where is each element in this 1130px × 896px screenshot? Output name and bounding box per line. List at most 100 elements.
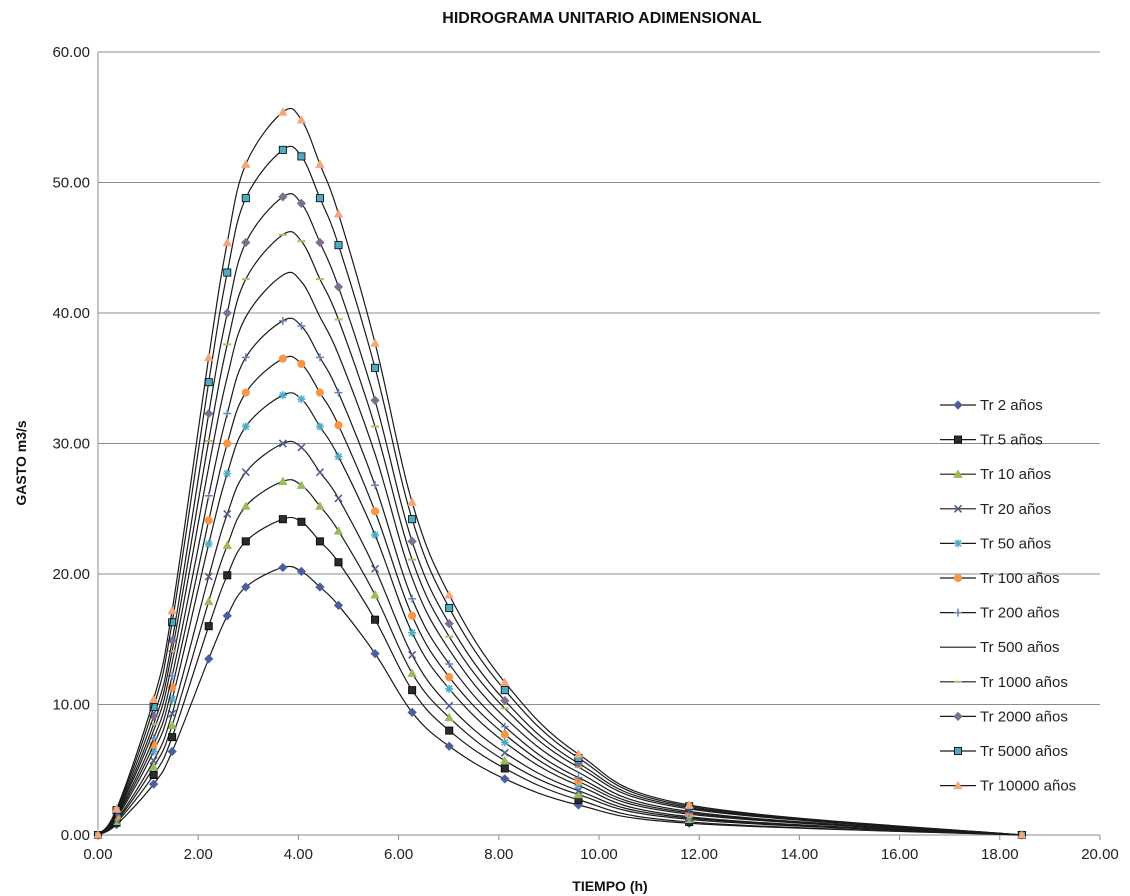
legend-label: Tr 5 años [980, 432, 1043, 449]
data-point [573, 789, 584, 799]
legend-item: Tr 500 años [940, 639, 1060, 656]
data-point [167, 746, 177, 757]
data-point [315, 353, 324, 362]
y-tick-label: 60.00 [52, 44, 90, 61]
data-point [222, 611, 232, 621]
data-point [444, 590, 454, 599]
x-tick-label: 12.00 [680, 846, 718, 863]
x-tick-label: 0.00 [83, 846, 112, 863]
legend-label: Tr 20 años [980, 501, 1051, 518]
data-point [500, 722, 509, 731]
data-point [500, 755, 510, 765]
data-point [149, 756, 158, 765]
data-point [297, 322, 306, 331]
legend-marker [954, 435, 963, 444]
legend: Tr 2 años Tr 5 años Tr 10 años Tr 20 años Tr… [940, 397, 1076, 795]
data-point [334, 494, 343, 503]
legend-marker [954, 747, 963, 756]
data-point [407, 707, 417, 717]
data-point [334, 388, 343, 397]
series-12 [93, 107, 1027, 839]
data-point [370, 648, 380, 659]
data-point [370, 338, 380, 347]
data-point [315, 582, 325, 592]
data-point [204, 539, 213, 548]
legend-label: Tr 5000 años [980, 743, 1068, 760]
y-tick-label: 40.00 [52, 305, 90, 322]
data-point [444, 618, 454, 629]
data-point [333, 526, 344, 535]
data-point [444, 712, 454, 722]
data-point [241, 237, 251, 248]
data-point [148, 779, 159, 789]
series-line [97, 479, 1022, 836]
data-point [241, 194, 250, 203]
data-point [407, 536, 417, 546]
legend-item: Tr 5 años [940, 432, 1043, 449]
data-point [278, 354, 287, 363]
legend-item: Tr 5000 años [940, 743, 1068, 760]
data-point [204, 622, 213, 631]
series-line [97, 516, 1022, 836]
data-point [223, 409, 232, 418]
data-point [334, 452, 343, 461]
data-point [370, 395, 380, 406]
x-tick-label: 4.00 [284, 846, 313, 863]
data-point [168, 618, 177, 627]
y-tick-label: 0.00 [61, 827, 90, 844]
data-point [222, 540, 232, 549]
data-point [315, 501, 325, 510]
legend-marker [953, 469, 963, 478]
x-tick-label: 14.00 [781, 846, 819, 863]
x-tick-label: 8.00 [484, 846, 513, 863]
data-point [204, 596, 214, 606]
data-point [408, 686, 417, 695]
legend-item: Tr 50 años [940, 535, 1051, 552]
data-point [500, 738, 509, 747]
data-point [315, 422, 324, 431]
data-point [445, 726, 454, 735]
legend-item: Tr 10000 años [940, 778, 1076, 795]
legend-marker [954, 539, 962, 548]
data-point [241, 537, 250, 546]
data-point [334, 241, 343, 250]
gridlines [98, 51, 1100, 705]
legend-label: Tr 500 años [980, 639, 1060, 656]
data-point [297, 443, 306, 452]
data-point [408, 515, 417, 524]
data-point [334, 421, 343, 430]
data-point [93, 830, 103, 839]
data-point [278, 476, 288, 486]
data-point [296, 198, 307, 209]
series-6 [93, 354, 1026, 840]
data-point [222, 237, 232, 247]
data-point [445, 660, 454, 669]
data-point [370, 590, 380, 599]
data-point [149, 703, 158, 712]
data-point [444, 741, 454, 751]
data-point [297, 152, 306, 161]
data-point [445, 684, 454, 693]
data-point [168, 695, 177, 704]
legend-label: Tr 1000 años [980, 674, 1068, 691]
data-point [500, 730, 509, 739]
data-point [167, 720, 177, 730]
data-point [684, 800, 694, 809]
data-point [204, 352, 214, 362]
y-tick-label: 10.00 [52, 697, 90, 714]
x-tick-label: 18.00 [981, 846, 1019, 863]
data-point [278, 145, 287, 154]
data-point [223, 509, 232, 519]
x-tick-label: 6.00 [384, 846, 413, 863]
legend-item: Tr 200 años [940, 605, 1060, 622]
data-point [333, 600, 344, 610]
axes [97, 52, 1101, 840]
data-point [408, 628, 417, 637]
data-point [148, 694, 159, 703]
data-point [371, 615, 380, 624]
data-point [408, 650, 417, 659]
chart-title: HIDROGRAMA UNITARIO ADIMENSIONAL [442, 10, 762, 27]
data-point [223, 439, 232, 448]
